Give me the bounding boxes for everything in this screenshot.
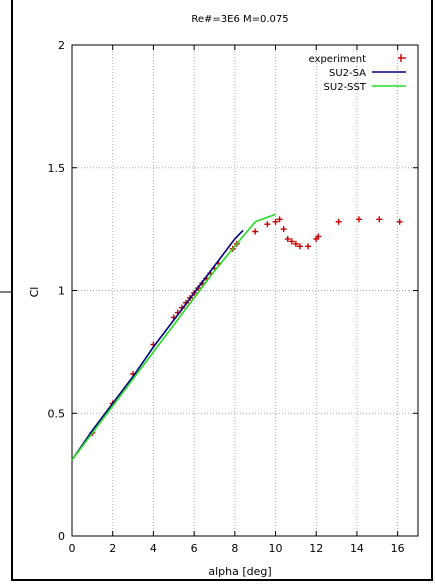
- experiment-point: [292, 240, 299, 247]
- x-tick-label: 6: [191, 542, 198, 555]
- experiment-point: [315, 233, 322, 240]
- series-line-su2-sa: [71, 229, 244, 461]
- x-tick-label: 4: [150, 542, 157, 555]
- x-tick-label: 0: [69, 542, 76, 555]
- experiment-point: [296, 243, 303, 250]
- x-tick-label: 10: [269, 542, 283, 555]
- experiment-point: [335, 218, 342, 225]
- experiment-point: [355, 216, 362, 223]
- experiment-point: [264, 221, 271, 228]
- x-axis-label: alpha [deg]: [208, 565, 271, 578]
- x-tick-label: 16: [391, 542, 405, 555]
- experiment-point: [280, 226, 287, 233]
- y-tick-label: 0: [58, 530, 65, 543]
- ticks: 0 2 4 6 8 10 12 14 16 0 0.5 1 1.5 2: [48, 39, 418, 555]
- series-layer: [71, 213, 403, 461]
- legend-label: SU2-SST: [324, 82, 367, 93]
- x-tick-label: 12: [309, 542, 323, 555]
- experiment-point: [252, 228, 259, 235]
- series-line-su2-sst: [71, 213, 276, 461]
- legend-label: SU2-SA: [329, 68, 366, 79]
- x-tick-label: 2: [109, 542, 116, 555]
- y-axis-label: Cl: [28, 287, 41, 298]
- y-tick-label: 1: [58, 285, 65, 298]
- experiment-point: [272, 218, 279, 225]
- experiment-point: [288, 238, 295, 245]
- grid: [72, 45, 418, 536]
- experiment-point: [276, 216, 283, 223]
- y-tick-label: 2: [58, 39, 65, 52]
- experiment-point: [396, 218, 403, 225]
- legend: experiment SU2-SA SU2-SST: [309, 54, 406, 93]
- experiment-point: [284, 235, 291, 242]
- y-tick-label: 0.5: [48, 407, 66, 420]
- x-tick-label: 8: [231, 542, 238, 555]
- x-tick-label: 14: [350, 542, 364, 555]
- experiment-point: [376, 216, 383, 223]
- experiment-point: [305, 243, 312, 250]
- y-tick-label: 1.5: [48, 162, 66, 175]
- legend-label: experiment: [309, 54, 367, 65]
- chart-title: Re#=3E6 M=0.075: [191, 14, 288, 25]
